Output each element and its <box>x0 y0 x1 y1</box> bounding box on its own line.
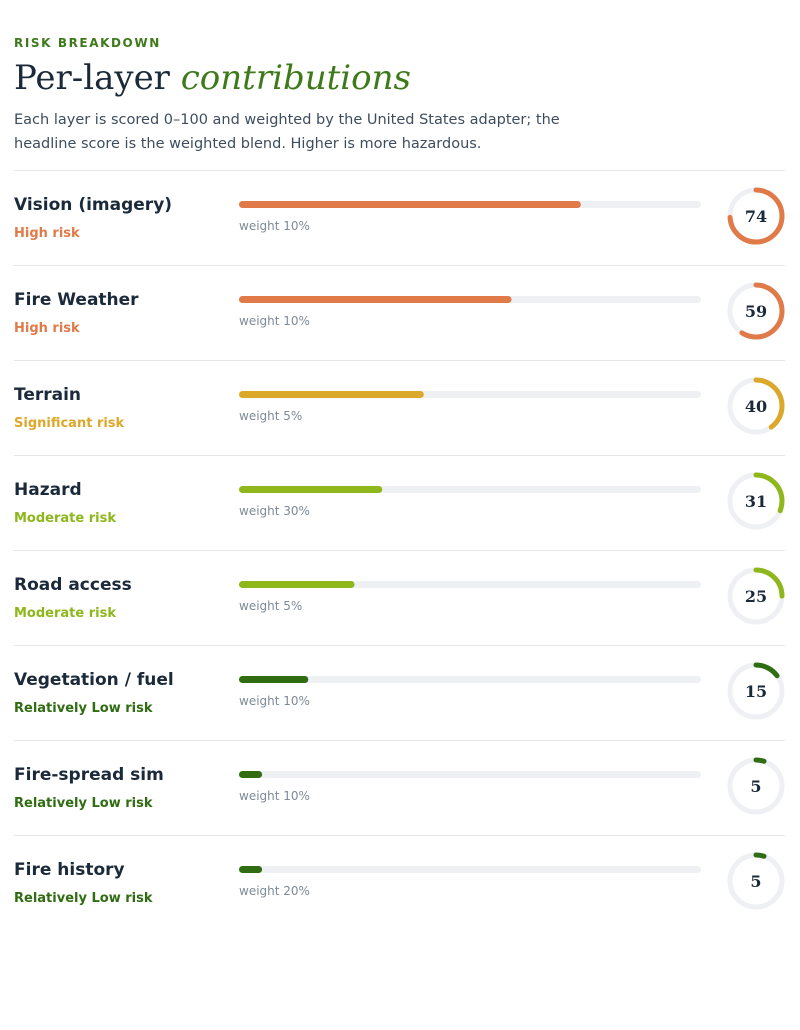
bar-track <box>239 676 701 683</box>
bar-track <box>239 581 701 588</box>
weight: weight 10% <box>239 219 310 233</box>
layer-name: Fire-spread sim <box>14 765 164 785</box>
ring-fill <box>727 187 785 245</box>
bar-fill <box>239 676 309 683</box>
layer-name: Fire history <box>14 860 125 880</box>
risk-level: Significant risk <box>14 416 125 431</box>
score-bar <box>239 486 701 493</box>
score-bar <box>239 771 701 778</box>
layer-row: Fire-spread sim Relatively Low risk weight… <box>14 740 785 836</box>
weight: weight 5% <box>239 409 303 423</box>
layer-row: Vision (imagery) High risk weight 10% 74 <box>14 170 785 266</box>
score-ring: 5 <box>727 852 785 910</box>
weight: weight 10% <box>239 789 310 803</box>
bar-fill <box>239 866 263 873</box>
title-text: Per-layer <box>14 58 170 98</box>
ring-fill <box>727 757 785 815</box>
layer-row: Fire history Relatively Low risk weight 20… <box>14 835 785 931</box>
score-ring: 31 <box>727 472 785 530</box>
score-value: 31 <box>745 492 767 511</box>
score-ring: 74 <box>727 187 785 245</box>
score-ring: 40 <box>727 377 785 435</box>
layer-row: Hazard Moderate risk weight 30% 31 <box>14 455 785 551</box>
risk-level: Moderate risk <box>14 606 116 621</box>
layer-row: Fire Weather High risk weight 10% 59 <box>14 265 785 361</box>
bar-fill <box>239 486 383 493</box>
layer-name: Road access <box>14 575 132 595</box>
score-value: 25 <box>745 587 767 606</box>
score-value: 40 <box>745 397 767 416</box>
score-value: 15 <box>745 682 767 701</box>
risk-level: High risk <box>14 226 80 241</box>
score-bar <box>239 581 701 588</box>
ring-fill <box>727 567 785 625</box>
ring-fill <box>727 377 785 435</box>
ring-fill <box>727 662 785 720</box>
layer-name: Vegetation / fuel <box>14 670 174 690</box>
bar-track <box>239 866 701 873</box>
risk-level: Relatively Low risk <box>14 701 153 716</box>
risk-level: Relatively Low risk <box>14 796 153 811</box>
bar-fill <box>239 771 263 778</box>
score-bar <box>239 296 701 303</box>
score-bar <box>239 391 701 398</box>
weight: weight 20% <box>239 884 310 898</box>
score-ring: 15 <box>727 662 785 720</box>
score-value: 74 <box>745 207 767 226</box>
eyebrow: RISK BREAKDOWN <box>14 36 161 50</box>
layer-row: Road access Moderate risk weight 5% 25 <box>14 550 785 646</box>
layer-row: Vegetation / fuel Relatively Low risk weig… <box>14 645 785 741</box>
score-bar <box>239 866 701 873</box>
title-accent: contributions <box>180 58 411 98</box>
score-ring: 59 <box>727 282 785 340</box>
layer-name: Fire Weather <box>14 290 139 310</box>
risk-level: Moderate risk <box>14 511 116 526</box>
layer-name: Vision (imagery) <box>14 195 173 215</box>
bar-track <box>239 771 701 778</box>
weight: weight 5% <box>239 599 303 613</box>
bar-fill <box>239 296 512 303</box>
layer-row: Terrain Significant risk weight 5% 40 <box>14 360 785 456</box>
score-value: 5 <box>750 777 761 796</box>
score-value: 5 <box>750 872 761 891</box>
risk-level: High risk <box>14 321 80 336</box>
score-ring: 5 <box>727 757 785 815</box>
title: Per-layer contributions <box>14 58 411 98</box>
layer-name: Terrain <box>14 385 82 405</box>
layer-name: Hazard <box>14 480 82 500</box>
bar-fill <box>239 391 424 398</box>
score-bar <box>239 676 701 683</box>
risk-level: Relatively Low risk <box>14 891 153 906</box>
bar-fill <box>239 581 355 588</box>
ring-fill <box>727 852 785 910</box>
weight: weight 10% <box>239 314 310 328</box>
bar-fill <box>239 201 581 208</box>
score-value: 59 <box>745 302 767 321</box>
weight: weight 10% <box>239 694 310 708</box>
score-ring: 25 <box>727 567 785 625</box>
score-bar <box>239 201 701 208</box>
description: Each layer is scored 0–100 and weighted … <box>14 112 560 152</box>
ring-fill <box>727 282 785 340</box>
weight: weight 30% <box>239 504 310 518</box>
ring-fill <box>727 472 785 530</box>
